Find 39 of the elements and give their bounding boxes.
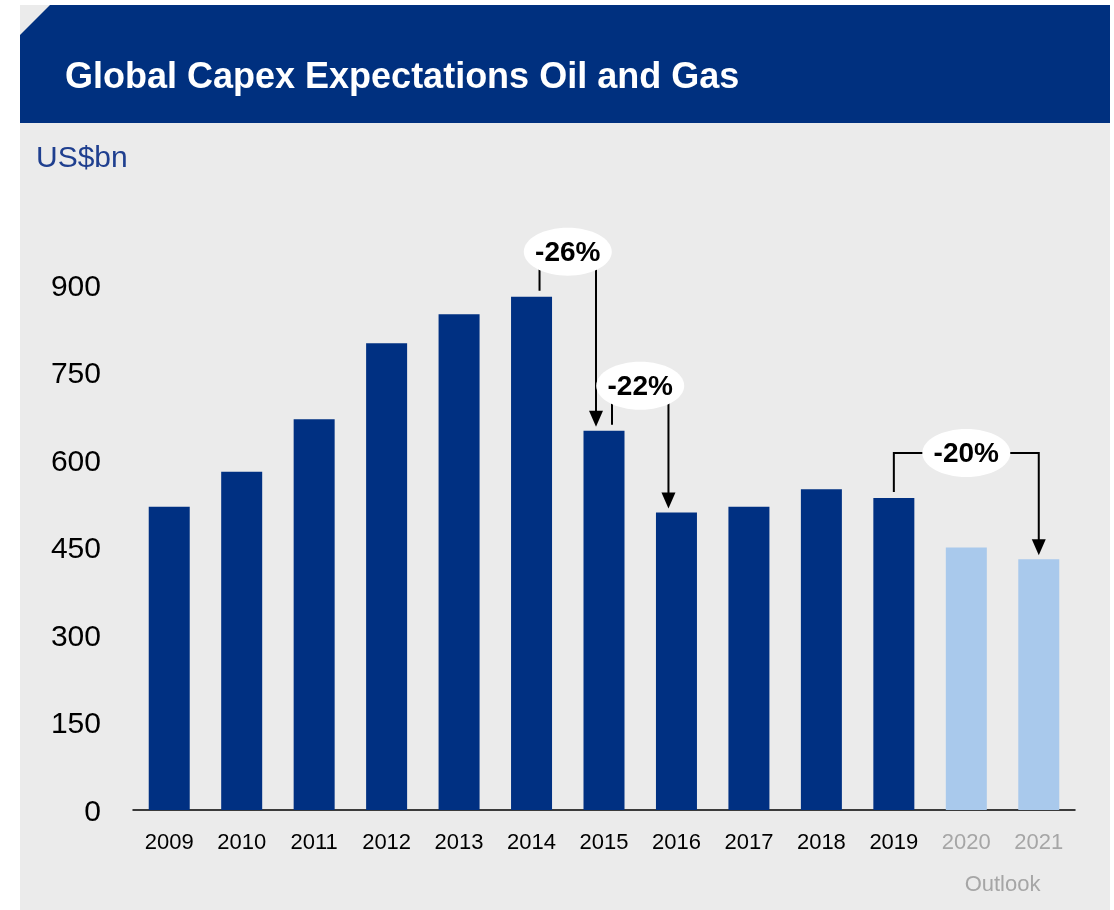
x-tick-label: 2016 [651, 828, 701, 854]
annotation: -20% [933, 437, 1000, 469]
x-tick-label: 2009 [144, 828, 194, 854]
bar [583, 430, 625, 810]
x-tick-label: 2014 [507, 828, 557, 854]
y-tick-label: 750 [50, 356, 101, 389]
bar [148, 506, 190, 810]
annotation: -26% [535, 236, 601, 268]
x-tick-label: 2017 [724, 828, 774, 854]
bar [800, 489, 842, 810]
bar [655, 512, 697, 810]
x-tick-label: 2019 [869, 828, 919, 854]
bar [221, 471, 263, 810]
chart-title: Global Capex Expectations Oil and Gas [65, 55, 740, 97]
y-tick-label: 150 [50, 706, 101, 739]
bar [945, 547, 987, 810]
bar [1018, 559, 1060, 810]
bar [293, 419, 335, 810]
x-tick-label: 2020 [941, 828, 991, 854]
bar [438, 314, 480, 810]
y-tick-label: 450 [50, 531, 101, 564]
bar [728, 506, 770, 810]
x-tick-label: 2012 [362, 828, 412, 854]
y-axis-title: US$bn [36, 140, 128, 174]
bar [366, 343, 408, 810]
annotation: -22% [607, 370, 674, 402]
bar [511, 296, 553, 810]
bar [873, 497, 915, 810]
text: Outlook [964, 870, 1042, 896]
x-tick-label: 2018 [796, 828, 846, 854]
x-tick-label: 2011 [290, 828, 338, 854]
x-tick-label: 2013 [434, 828, 484, 854]
y-tick-label: 900 [50, 268, 101, 302]
y-tick-label: 0 [84, 793, 101, 827]
y-tick-label: 300 [50, 618, 101, 652]
x-tick-label: 2021 [1014, 828, 1064, 854]
y-tick-label: 600 [50, 443, 101, 477]
x-tick-label: 2015 [579, 828, 629, 854]
x-tick-label: 2010 [217, 828, 267, 854]
